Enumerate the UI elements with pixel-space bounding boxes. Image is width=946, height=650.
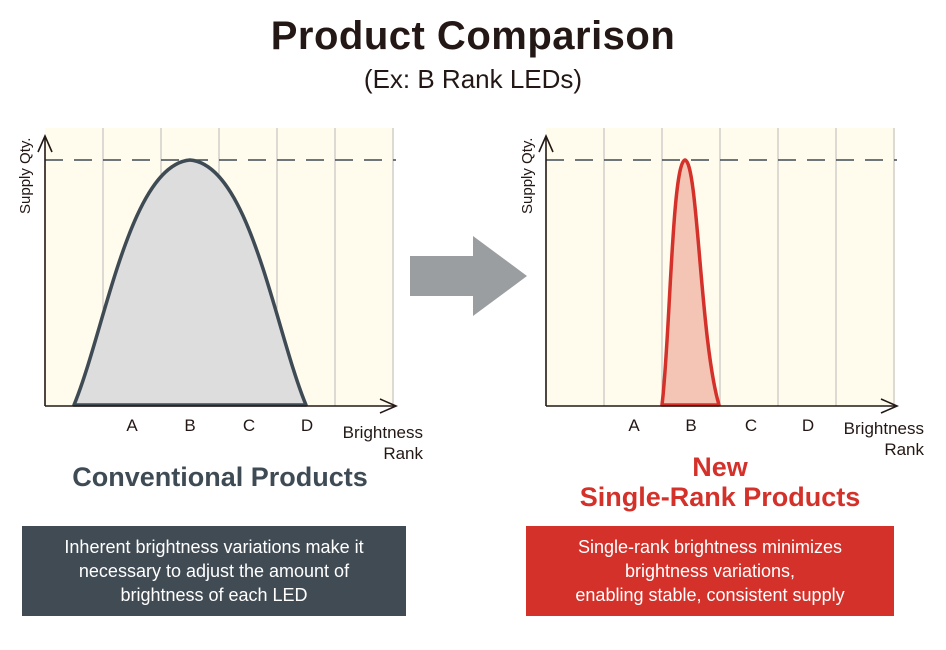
conventional-description-line: Inherent brightness variations make it (64, 537, 364, 557)
conventional-rank-label: B (184, 416, 196, 435)
new-y-axis-label: Supply Qty. (519, 137, 536, 214)
new-x-axis-arrowhead (880, 398, 899, 414)
new-rank-label: C (744, 416, 758, 435)
new-x-axis-label: Brightness Rank (819, 418, 924, 460)
new-x-axis-label-line2: Rank (884, 440, 924, 459)
conventional-y-axis-label: Supply Qty. (17, 137, 34, 214)
conventional-x-axis-arrowhead (379, 398, 398, 414)
new-description-line: brightness variations, (624, 561, 796, 581)
conventional-rank-label: A (126, 416, 138, 435)
page-title: Product Comparison (270, 14, 676, 58)
new-chart (538, 128, 899, 414)
new-rank-label: A (628, 416, 640, 435)
page-subtitle: (Ex: B Rank LEDs) (363, 64, 583, 94)
right-arrow-icon (410, 236, 527, 316)
conventional-rank-label: C (242, 416, 256, 435)
new-rank-gridlines (603, 128, 895, 406)
conventional-x-axis-label-line1: Brightness (342, 423, 423, 442)
new-description-box: Single-rank brightness minimizes brightn… (526, 526, 894, 616)
conventional-chart (37, 128, 398, 414)
new-x-axis-label-line1: Brightness (843, 419, 924, 438)
new-description-line: enabling stable, consistent supply (575, 585, 845, 605)
conventional-rank-label: D (300, 416, 314, 435)
new-products-heading-line2: Single-Rank Products (579, 482, 861, 512)
new-distribution-curve (660, 158, 721, 407)
conventional-products-heading: Conventional Products (72, 462, 368, 492)
new-rank-label: D (801, 416, 815, 435)
new-rank-label: B (685, 416, 697, 435)
new-y-axis-arrowhead (538, 134, 554, 153)
conventional-y-axis-arrowhead (37, 134, 53, 153)
new-products-heading-line1: New (692, 452, 748, 482)
new-products-heading: New Single-Rank Products (520, 452, 920, 512)
conventional-description-line: necessary to adjust the amount of (78, 561, 350, 581)
conventional-description-box: Inherent brightness variations make it n… (22, 526, 406, 616)
new-description-line: Single-rank brightness minimizes (577, 537, 843, 557)
conventional-x-axis-label: Brightness Rank (318, 422, 423, 464)
conventional-x-axis-label-line2: Rank (383, 444, 423, 463)
conventional-description-line: brightness of each LED (120, 585, 308, 605)
